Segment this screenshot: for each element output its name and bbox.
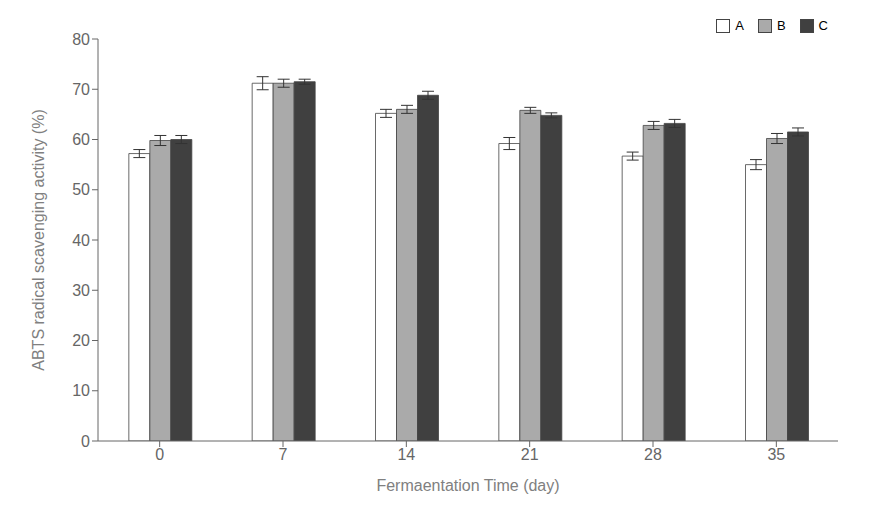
svg-text:10: 10 [72,382,90,399]
html-text:C: C [818,18,828,33]
svg-text:50: 50 [72,181,90,198]
svg-text:21: 21 [521,446,539,463]
svg-text:70: 70 [72,81,90,98]
svg-text:30: 30 [72,282,90,299]
svg-text:0: 0 [81,433,90,450]
svg-text:80: 80 [72,31,90,48]
svg-text:Fermaentation Time (day): Fermaentation Time (day) [376,477,559,494]
svg-text:40: 40 [72,232,90,249]
html-text:A: A [735,18,744,33]
svg-text:28: 28 [644,446,662,463]
svg-text:0: 0 [155,446,164,463]
html-text:B: B [776,18,786,33]
svg-text:20: 20 [72,332,90,349]
svg-text:7: 7 [279,446,288,463]
svg-text:ABTS radical scavenging activi: ABTS radical scavenging activity (%) [30,109,47,370]
svg-text:60: 60 [72,131,90,148]
svg-text:14: 14 [397,446,415,463]
svg-text:35: 35 [767,446,785,463]
